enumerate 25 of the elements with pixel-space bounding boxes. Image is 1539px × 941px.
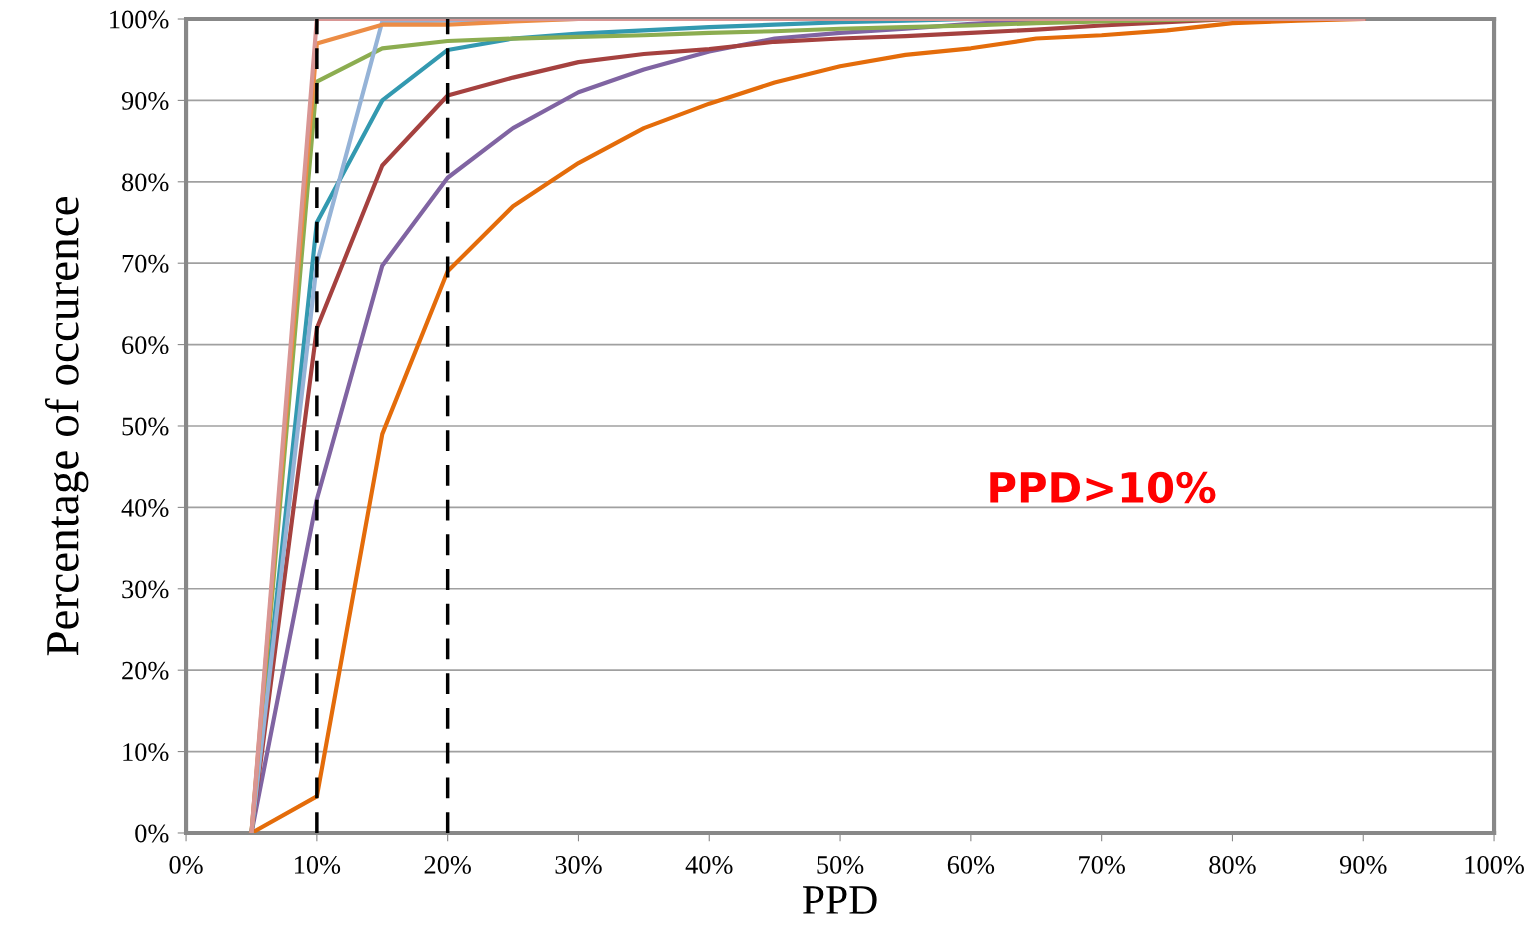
x-tick-label: 60% (947, 855, 995, 874)
annotation: PPD>10% (990, 471, 1216, 504)
y-axis-title: Percentage of occurence (44, 196, 89, 656)
x-tick-label: 50% (817, 855, 864, 874)
y-tick-label: 10% (123, 743, 169, 762)
y-tick-label: 50% (122, 417, 169, 436)
x-axis-title: PPD (803, 886, 877, 914)
x-tick-label: 40% (685, 855, 733, 874)
x-tick-label: 10% (295, 855, 341, 874)
y-tick-label: 20% (122, 661, 169, 680)
x-tick-label: 80% (1209, 855, 1256, 874)
x-tick-label: 70% (1079, 855, 1125, 874)
y-tick-label: 100% (110, 10, 169, 29)
y-tick-label: 30% (122, 580, 169, 599)
y-tick-label: 60% (122, 336, 169, 355)
x-tick-label: 90% (1339, 855, 1387, 874)
x-tick-label: 20% (424, 855, 471, 874)
x-tick-label: 30% (555, 855, 602, 874)
y-tick-label: 40% (121, 498, 169, 517)
y-tick-label: 90% (121, 92, 169, 110)
y-tick-label: 70% (122, 254, 169, 273)
y-tick-label: 80% (122, 173, 169, 192)
x-tick-label: 0% (169, 855, 203, 874)
x-tick-label: 100% (1465, 855, 1524, 874)
y-tick-label: 0% (135, 824, 169, 843)
